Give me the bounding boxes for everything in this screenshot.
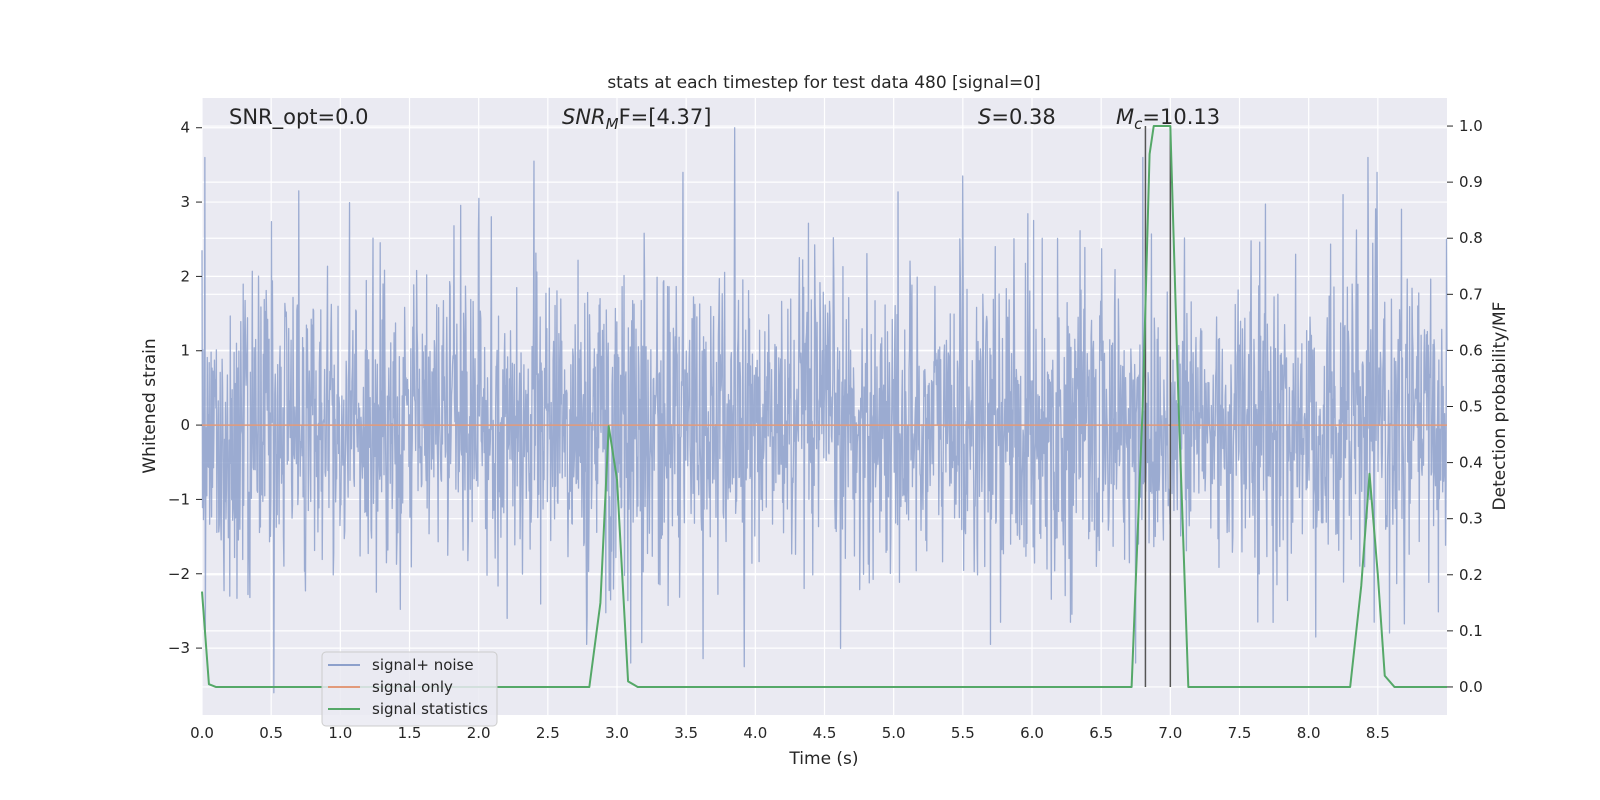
y-right-tick-label: 0.6	[1459, 341, 1483, 359]
x-tick-label: 4.0	[743, 724, 767, 742]
x-tick-label: 7.5	[1228, 724, 1252, 742]
legend-label-signal-only: signal only	[372, 678, 453, 696]
legend-label-signal-noise: signal+ noise	[372, 656, 474, 674]
y-right-tick-label: 0.7	[1459, 285, 1483, 303]
annotation-snr-opt: SNR_opt=0.0	[229, 105, 369, 130]
y-left-tick-label: 3	[180, 193, 190, 211]
y-left-tick-label: −3	[168, 639, 190, 657]
y-right-tick-label: 0.9	[1459, 173, 1483, 191]
x-tick-label: 3.5	[674, 724, 698, 742]
annotation-mc: Mc=10.13	[1116, 105, 1220, 133]
annotation-snr-mf: SNRMF=[4.37]	[562, 105, 711, 133]
x-tick-label: 5.0	[882, 724, 906, 742]
x-tick-label: 6.0	[1020, 724, 1044, 742]
y-right-tick-label: 1.0	[1459, 117, 1483, 135]
y-left-tick-labels: −3 −2 −1 0 1 2 3 4	[168, 119, 202, 657]
chart-title: stats at each timestep for test data 480…	[607, 73, 1040, 93]
x-tick-label: 1.0	[328, 724, 352, 742]
x-tick-labels: 0.0 0.5 1.0 1.5 2.0 2.5 3.0 3.5 4.0 4.5 5.0 5.5 6.0 6…	[190, 724, 1390, 742]
y-left-tick-label: −1	[168, 490, 190, 508]
x-tick-label: 8.0	[1297, 724, 1321, 742]
x-tick-label: 6.5	[1089, 724, 1113, 742]
x-tick-label: 8.5	[1366, 724, 1390, 742]
y-left-tick-label: 0	[180, 416, 190, 434]
y-left-axis-label: Whitened strain	[140, 338, 160, 473]
series-signal-statistics	[201, 125, 1447, 688]
y-right-tick-label: 0.3	[1459, 510, 1483, 528]
x-tick-label: 2.0	[467, 724, 491, 742]
y-right-tick-label: 0.8	[1459, 229, 1483, 247]
signal-statistics-line	[201, 125, 1447, 688]
noise-line	[201, 127, 1448, 694]
y-right-tick-label: 0.4	[1459, 454, 1483, 472]
x-tick-label: 0.5	[259, 724, 283, 742]
legend-box	[321, 651, 498, 727]
vertical-markers	[1144, 126, 1172, 687]
y-right-tick-label: 0.0	[1459, 678, 1483, 696]
x-tick-label: 0.0	[190, 724, 214, 742]
x-axis-label: Time (s)	[788, 749, 858, 769]
y-left-tick-label: −2	[168, 565, 190, 583]
legend-label-signal-statistics: signal statistics	[372, 700, 488, 718]
y-right-tick-label: 0.2	[1459, 566, 1483, 584]
series-signal-noise	[201, 127, 1448, 694]
x-tick-label: 4.5	[813, 724, 837, 742]
y-left-tick-label: 1	[180, 342, 190, 360]
x-tick-label: 7.0	[1158, 724, 1182, 742]
y-right-tick-label: 0.5	[1459, 398, 1483, 416]
x-tick-label: 1.5	[398, 724, 422, 742]
x-tick-label: 5.5	[951, 724, 975, 742]
y-right-tick-label: 0.1	[1459, 622, 1483, 640]
annotation-s: S=0.38	[978, 105, 1056, 129]
legend: signal+ noise signal only signal statist…	[321, 651, 498, 727]
x-tick-label: 3.0	[605, 724, 629, 742]
x-tick-label: 2.5	[536, 724, 560, 742]
y-left-tick-label: 2	[180, 267, 190, 285]
y-right-tick-labels: 0.0 0.1 0.2 0.3 0.4 0.5 0.6 0.7 0.8 0.9 1.0	[1447, 117, 1483, 696]
y-left-tick-label: 4	[180, 119, 190, 137]
y-right-axis-label: Detection probability/MF	[1490, 302, 1510, 511]
